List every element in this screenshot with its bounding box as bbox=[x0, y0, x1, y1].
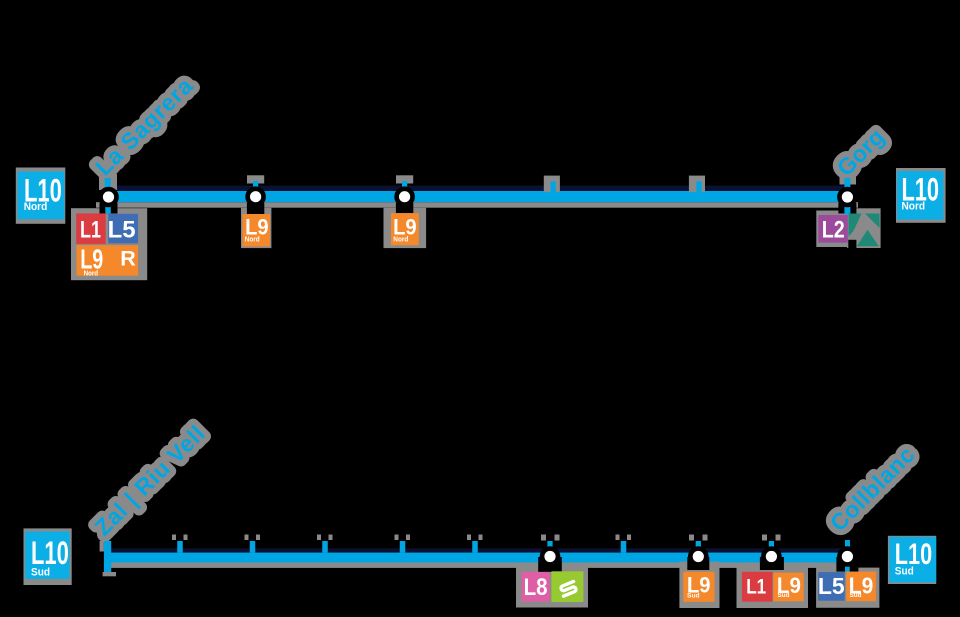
svg-text:L10: L10 bbox=[902, 172, 940, 208]
svg-text:L5: L5 bbox=[818, 573, 845, 599]
svg-text:Sud: Sud bbox=[778, 592, 790, 599]
svg-text:Nord: Nord bbox=[24, 201, 48, 213]
svg-text:L10: L10 bbox=[24, 173, 62, 209]
svg-text:Sud: Sud bbox=[31, 567, 50, 579]
svg-text:L9: L9 bbox=[80, 244, 103, 275]
svg-text:Nord: Nord bbox=[393, 235, 408, 244]
svg-text:L2: L2 bbox=[822, 216, 845, 243]
svg-text:L9: L9 bbox=[777, 573, 801, 598]
svg-text:L9: L9 bbox=[849, 573, 874, 599]
svg-text:Sud: Sud bbox=[687, 592, 700, 599]
svg-text:Sud: Sud bbox=[850, 592, 862, 599]
svg-text:Nord: Nord bbox=[84, 271, 99, 278]
svg-text:Nord: Nord bbox=[902, 201, 926, 213]
svg-text:R: R bbox=[120, 246, 136, 270]
svg-text:Nord: Nord bbox=[245, 235, 260, 244]
svg-text:L1: L1 bbox=[746, 575, 766, 599]
svg-text:Sud: Sud bbox=[895, 565, 914, 577]
svg-text:L10: L10 bbox=[31, 535, 69, 571]
svg-text:L5: L5 bbox=[108, 217, 136, 244]
svg-text:L10: L10 bbox=[895, 538, 932, 571]
svg-text:L9: L9 bbox=[687, 572, 711, 597]
svg-text:L9: L9 bbox=[245, 215, 269, 240]
svg-text:L9: L9 bbox=[393, 215, 417, 240]
svg-text:L1: L1 bbox=[80, 217, 101, 244]
svg-text:L8: L8 bbox=[524, 574, 548, 601]
